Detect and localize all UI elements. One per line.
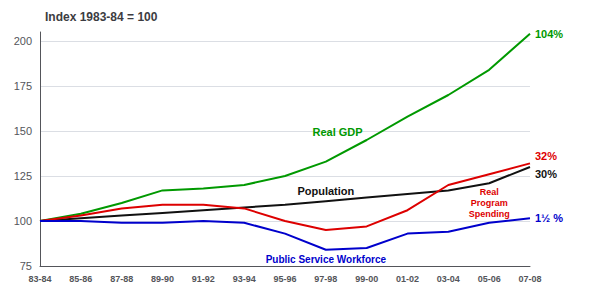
svg-text:32%: 32%	[535, 150, 557, 162]
svg-text:91-92: 91-92	[192, 274, 215, 284]
svg-text:200: 200	[14, 35, 32, 47]
svg-text:93-94: 93-94	[233, 274, 256, 284]
svg-text:07-08: 07-08	[518, 274, 541, 284]
svg-text:85-86: 85-86	[69, 274, 92, 284]
svg-text:97-98: 97-98	[314, 274, 337, 284]
svg-text:Population: Population	[297, 185, 354, 197]
svg-text:99-00: 99-00	[355, 274, 378, 284]
svg-text:100: 100	[14, 215, 32, 227]
svg-text:175: 175	[14, 80, 32, 92]
svg-text:75: 75	[20, 260, 32, 272]
svg-text:95-96: 95-96	[273, 274, 296, 284]
svg-text:Real GDP: Real GDP	[313, 126, 363, 138]
svg-text:104%: 104%	[535, 28, 563, 40]
svg-text:Spending: Spending	[469, 209, 510, 219]
svg-text:83-84: 83-84	[28, 274, 51, 284]
svg-text:Index 1983-84 = 100: Index 1983-84 = 100	[45, 10, 158, 24]
svg-text:87-88: 87-88	[110, 274, 133, 284]
svg-text:Public Service Workforce: Public Service Workforce	[266, 254, 387, 265]
svg-text:125: 125	[14, 170, 32, 182]
svg-text:03-04: 03-04	[437, 274, 460, 284]
svg-text:89-90: 89-90	[151, 274, 174, 284]
svg-text:Program: Program	[471, 198, 508, 208]
svg-text:Real: Real	[480, 187, 499, 197]
svg-text:01-02: 01-02	[396, 274, 419, 284]
svg-text:05-06: 05-06	[478, 274, 501, 284]
svg-text:30%: 30%	[535, 168, 557, 180]
svg-text:1½ %: 1½ %	[535, 212, 563, 224]
svg-text:150: 150	[14, 125, 32, 137]
